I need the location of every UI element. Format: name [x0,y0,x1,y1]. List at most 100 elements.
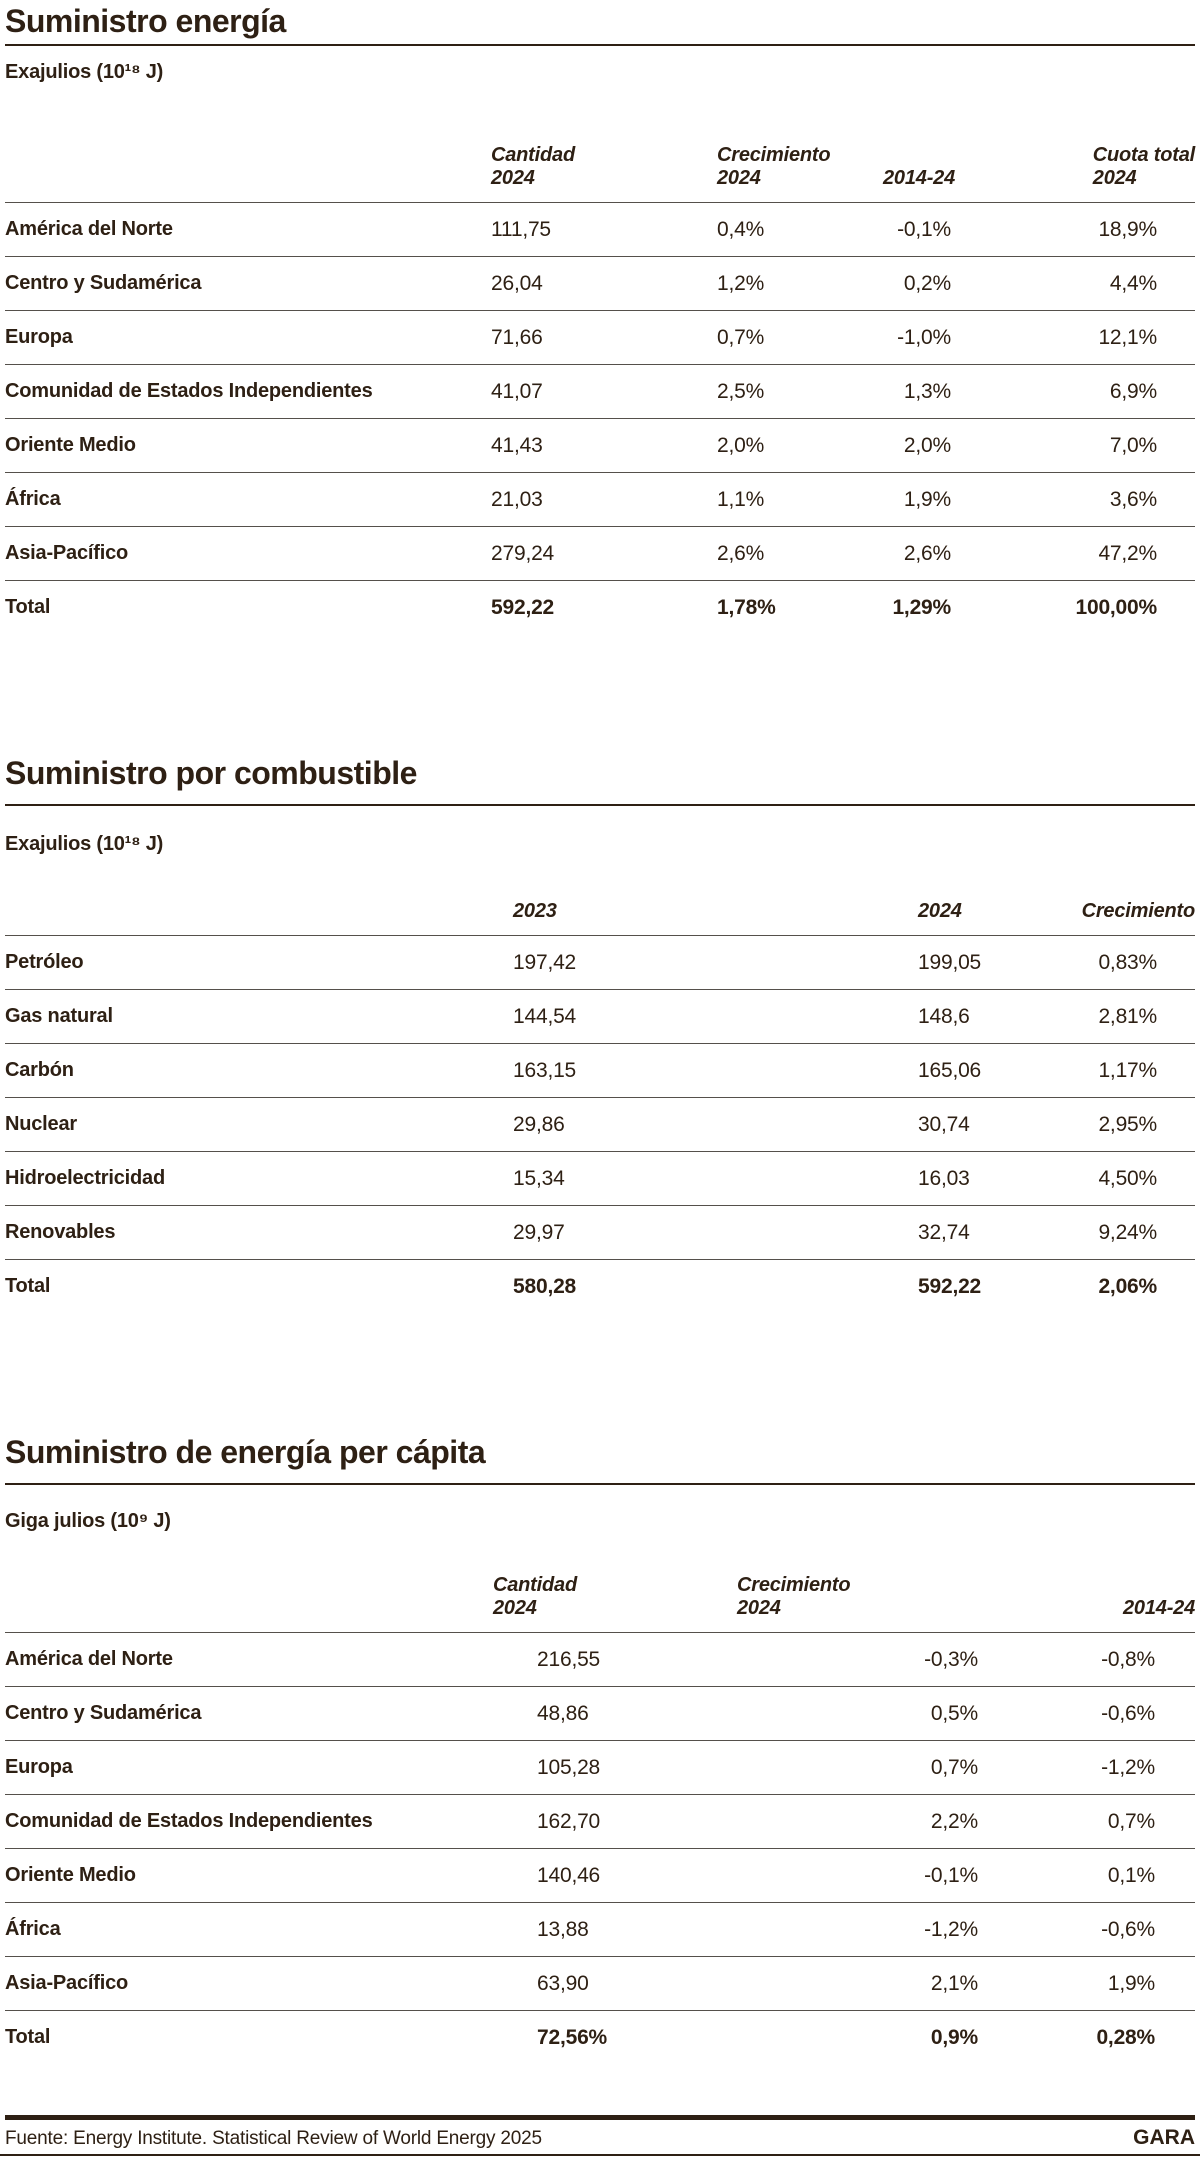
cell-value: 13,88 [537,1917,589,1941]
unit-label: Exajulios (10¹⁸ J) [5,833,164,855]
cell-value: 21,03 [491,487,543,511]
cell-value: 4,4% [1109,271,1157,295]
cell-value: 30,74 [918,1112,970,1136]
table-total-row: Total 580,28 592,22 2,06% [5,1259,1195,1314]
column-header-line: 2014-24 [1123,1597,1195,1619]
cell-value: 148,6 [918,1004,970,1028]
cell-value: 4,50% [1098,1166,1157,1190]
table-row: Europa 71,66 0,7% -1,0% 12,1% [5,310,1195,365]
column-header-line: Crecimiento [737,1574,851,1596]
cell-value: 6,9% [1109,379,1157,403]
row-label: América del Norte [5,218,173,240]
row-label: Oriente Medio [5,434,136,456]
section-title-supply-by-fuel: Suministro por combustible [5,755,417,791]
cell-value: -1,2% [1101,1755,1155,1779]
cell-value: 72,56% [537,2025,608,2049]
cell-value: 0,1% [1107,1863,1155,1887]
row-label: Comunidad de Estados Independientes [5,380,373,402]
cell-value: 32,74 [918,1220,970,1244]
row-label: Total [5,596,51,618]
table-row: África 21,03 1,1% 1,9% 3,6% [5,472,1195,527]
cell-value: 199,05 [918,950,982,974]
cell-value: 47,2% [1098,541,1157,565]
column-header-line: 2024 [737,1597,781,1619]
table-row: Renovables 29,97 32,74 9,24% [5,1205,1195,1260]
cell-value: 15,34 [513,1166,565,1190]
cell-value: -1,0% [897,325,951,349]
cell-value: 63,90 [537,1971,589,1995]
column-header-cantidad: Cantidad 2024 [490,1574,737,1633]
column-header-line: Crecimiento [1081,900,1196,922]
row-label: Renovables [5,1221,116,1243]
row-label: Carbón [5,1059,74,1081]
cell-value: 1,78% [717,595,776,619]
row-label: Petróleo [5,951,84,973]
cell-value: 2,6% [903,541,951,565]
unit-label: Exajulios (10¹⁸ J) [5,61,164,83]
cell-value: 1,3% [903,379,951,403]
table-row: Petróleo 197,42 199,05 0,83% [5,935,1195,990]
row-label: Nuclear [5,1113,77,1135]
cell-value: 0,9% [930,2025,978,2049]
cell-value: 2,06% [1098,1274,1157,1298]
table-total-row: Total 72,56% 0,9% 0,28% [5,2010,1195,2065]
cell-value: 9,24% [1098,1220,1157,1244]
cell-value: 100,00% [1075,595,1157,619]
cell-value: 2,0% [717,433,765,457]
cell-value: 41,43 [491,433,543,457]
table-row: Nuclear 29,86 30,74 2,95% [5,1097,1195,1152]
column-header-line: 2024 [1092,167,1137,189]
cell-value: 165,06 [918,1058,982,1082]
cell-value: 111,75 [491,217,551,241]
footer: Fuente: Energy Institute. Statistical Re… [5,2126,1195,2150]
table-row: Centro y Sudamérica 26,04 1,2% 0,2% 4,4% [5,256,1195,311]
column-header-line: 2023 [513,900,557,922]
cell-value: -1,2% [924,1917,978,1941]
cell-value: 163,15 [513,1058,577,1082]
cell-value: 0,5% [930,1701,978,1725]
table-row: América del Norte 111,75 0,4% -0,1% 18,9… [5,202,1195,257]
cell-value: 3,6% [1109,487,1157,511]
table-row: Gas natural 144,54 148,6 2,81% [5,989,1195,1044]
cell-value: -0,8% [1101,1647,1155,1671]
table-row: Comunidad de Estados Independientes 41,0… [5,364,1195,419]
footer-rule [5,2115,1195,2120]
table-row: Carbón 163,15 165,06 1,17% [5,1043,1195,1098]
column-header-crecimiento: Crecimiento [1045,900,1196,936]
table-row: Asia-Pacífico 279,24 2,6% 2,6% 47,2% [5,526,1195,581]
cell-value: 2,2% [930,1809,978,1833]
row-label: África [5,488,61,510]
table-row: Europa 105,28 0,7% -1,2% [5,1740,1195,1795]
row-label: Europa [5,1756,73,1778]
column-header-empty [5,1574,490,1633]
cell-value: 18,9% [1098,217,1157,241]
row-label: África [5,1918,61,1940]
bottom-edge-rule [0,2154,1200,2156]
row-label: Total [5,1275,51,1297]
row-label: Gas natural [5,1005,113,1027]
cell-value: 0,2% [903,271,951,295]
column-header-line: 2024 [717,167,761,189]
cell-value: -0,3% [924,1647,978,1671]
cell-value: 29,86 [513,1112,565,1136]
cell-value: 1,9% [903,487,951,511]
brand-logo: GARA [1133,2126,1195,2149]
table-row: América del Norte 216,55 -0,3% -0,8% [5,1632,1195,1687]
column-header-block: Cuota total 2024 [1093,144,1195,190]
header-row: Cantidad 2024 Crecimiento 2024 2014-24 C… [5,144,1195,203]
cell-value: 592,22 [491,595,555,619]
cell-value: 2,6% [717,541,765,565]
row-label: Asia-Pacífico [5,542,129,564]
cell-value: 2,5% [717,379,765,403]
cell-value: 105,28 [537,1755,601,1779]
cell-value: 26,04 [491,271,543,295]
column-header-line: Cantidad [491,144,575,166]
table-row: Comunidad de Estados Independientes 162,… [5,1794,1195,1849]
cell-value: 0,83% [1098,950,1157,974]
cell-value: -0,6% [1101,1701,1155,1725]
column-header-empty [5,144,491,203]
row-label: Centro y Sudamérica [5,1702,202,1724]
cell-value: 0,7% [717,325,765,349]
table-row: Oriente Medio 41,43 2,0% 2,0% 7,0% [5,418,1195,473]
cell-value: 0,28% [1096,2025,1155,2049]
